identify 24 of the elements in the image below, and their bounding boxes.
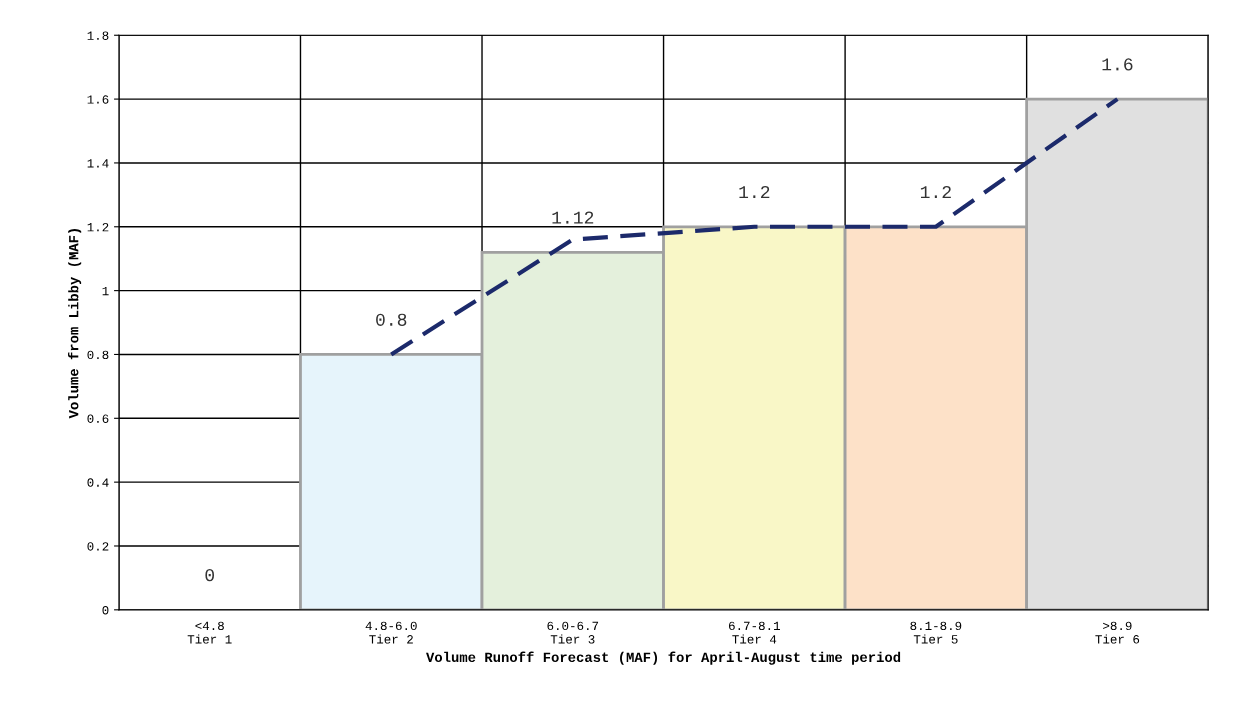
y-tick-label: 0.2: [87, 542, 109, 551]
x-tick-label: 6.0-6.7 Tier 3: [547, 621, 599, 644]
data-label: 0.8: [376, 313, 407, 326]
y-tick-label: 1.6: [87, 95, 109, 104]
y-tick-label: 0: [102, 605, 109, 615]
y-tick-label: 1.2: [87, 222, 109, 232]
data-label: 1.2: [739, 185, 770, 199]
data-label: 0: [205, 569, 215, 582]
x-tick-label: 8.1-8.9 Tier 5: [910, 621, 962, 644]
data-label: 1.6: [1102, 58, 1133, 71]
x-tick-label: <4.8 Tier 1: [187, 621, 232, 644]
x-tick-label: >8.9 Tier 6: [1095, 621, 1140, 644]
y-tick-label: 0.4: [87, 478, 109, 487]
data-label: 1.2: [920, 185, 951, 199]
x-tick-label: 6.7-8.1 Tier 4: [729, 621, 780, 644]
x-tick-label: 4.8-6.0 Tier 2: [365, 621, 417, 644]
data-label: 1.12: [552, 211, 594, 224]
y-axis-title: Volume from Libby (MAF): [68, 229, 82, 419]
y-tick-label: 1: [102, 286, 109, 296]
y-tick-label: 1.8: [87, 31, 109, 40]
y-tick-label: 0.6: [87, 414, 109, 423]
y-tick-label: 0.8: [87, 350, 109, 360]
x-axis-title: Volume Runoff Forecast (MAF) for April-August time period: [426, 651, 901, 665]
y-tick-label: 1.4: [87, 159, 109, 168]
